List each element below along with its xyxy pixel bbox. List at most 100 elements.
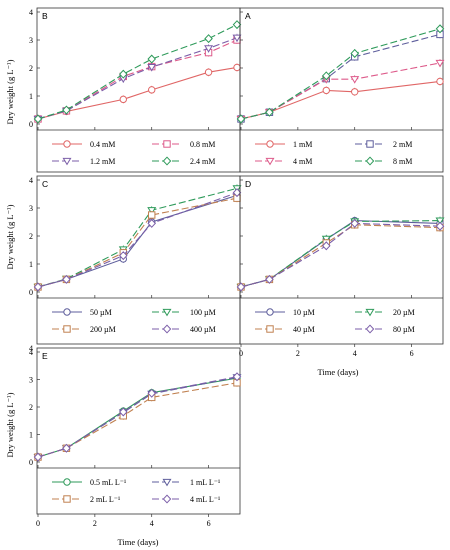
data-point-e-4-ml-l-4 — [232, 372, 242, 382]
legend-entry-d-10-m: 10 µM — [255, 308, 315, 317]
data-point-b-0-4-mm-5 — [233, 63, 241, 72]
legend-entry-e-1-ml-l: 1 mL L⁻¹ — [152, 478, 221, 487]
panel-c: C 0 1 2 3 4 50 µM 100 µM 200 µM 400 µM — [29, 175, 242, 345]
legend-label-e-0-5-ml-l: 0.5 mL L⁻¹ — [90, 478, 127, 487]
legend-entry-d-80-m: 80 µM — [355, 324, 415, 334]
legend-label-d-20-m: 20 µM — [393, 308, 415, 317]
legend-entry-e-4-ml-l: 4 mL L⁻¹ — [152, 494, 221, 504]
y-tick-label-e-3: 3 — [29, 376, 33, 385]
legend-marker-e-1-ml-l — [162, 478, 172, 487]
data-point-d-80-m-0 — [236, 282, 246, 292]
y-tick-label-b-3: 3 — [29, 36, 33, 45]
x-tick-label-e-0: 0 — [36, 519, 40, 528]
data-point-b-0-4-mm-4 — [204, 68, 213, 76]
data-point-a-1-mm-2 — [322, 86, 330, 95]
x-tick-label-d-6: 6 — [410, 349, 414, 358]
panel-frame-d — [239, 175, 444, 345]
legend-entry-b-0-4-mm: 0.4 mM — [52, 140, 115, 149]
data-point-e-4-ml-l-2 — [118, 407, 128, 417]
series-d-80-m — [236, 218, 445, 292]
legend-marker-d-80-m — [365, 324, 375, 334]
data-point-b-0-4-mm-2 — [119, 95, 127, 104]
data-point-b-1-2-mm-5 — [232, 34, 242, 43]
legend-label-e-4-ml-l: 4 mL L⁻¹ — [190, 495, 221, 504]
data-point-c-400-m-2 — [118, 251, 128, 261]
legend-marker-c-200-m — [63, 325, 71, 333]
data-point-a-1-mm-4 — [436, 77, 444, 86]
data-point-a-1-mm-3 — [351, 88, 359, 96]
series-line-c-50-m — [37, 194, 238, 288]
data-point-b-2-4-mm-1 — [62, 105, 71, 115]
legend-marker-c-50-m — [63, 308, 71, 316]
legend-label-c-50-m: 50 µM — [90, 308, 112, 317]
series-b-2-4-mm — [33, 20, 242, 124]
legend-label-b-0-8-mm: 0.8 mM — [190, 140, 215, 149]
legend-label-b-1-2-mm: 1.2 mM — [90, 157, 115, 166]
y-tick-label-c-legend-4: 4 — [29, 344, 33, 353]
data-point-b-2-4-mm-2 — [118, 69, 128, 79]
legend-entry-b-1-2-mm: 1.2 mM — [52, 157, 115, 166]
legend-marker-c-400-m — [162, 324, 172, 334]
panel-frame-e — [36, 347, 241, 515]
legend-entry-c-100-m: 100 µM — [152, 308, 216, 317]
y-tick-label-b-4: 4 — [29, 8, 33, 17]
series-c-50-m — [34, 191, 241, 291]
panel-a: A 1 mM 2 mM 4 mM 8 mM — [236, 7, 445, 173]
data-point-b-1-2-mm-3 — [147, 64, 157, 72]
legend-entry-c-400-m: 400 µM — [152, 324, 216, 334]
legend-label-c-100-m: 100 µM — [190, 308, 216, 317]
data-point-a-8-mm-0 — [236, 114, 246, 124]
legend-entry-a-1-mm: 1 mM — [255, 140, 312, 149]
data-point-e-4-ml-l-0 — [33, 452, 43, 462]
legend-label-e-1-ml-l: 1 mL L⁻¹ — [190, 478, 221, 487]
y-tick-label-c-4: 4 — [29, 176, 33, 185]
series-line-e-4-ml-l — [37, 376, 238, 458]
legend-marker-d-40-m — [266, 325, 274, 333]
legend-label-d-10-m: 10 µM — [293, 308, 315, 317]
legend-label-a-2-mm: 2 mM — [393, 140, 412, 149]
legend-marker-b-2-4-mm — [162, 156, 172, 166]
series-line-a-8-mm — [240, 28, 441, 120]
y-tick-label-b-0: 0 — [29, 120, 33, 129]
data-point-c-400-m-3 — [147, 218, 157, 228]
panel-letter-c: C — [42, 179, 48, 189]
legend-marker-b-0-4-mm — [63, 140, 71, 148]
legend-label-d-40-m: 40 µM — [293, 325, 315, 334]
data-point-d-80-m-2 — [321, 241, 331, 251]
legend-entry-c-50-m: 50 µM — [52, 308, 112, 317]
data-point-a-4-mm-3 — [350, 76, 360, 84]
legend-marker-e-4-ml-l — [162, 494, 172, 504]
legend-entry-d-20-m: 20 µM — [355, 308, 415, 317]
data-point-b-1-2-mm-4 — [204, 45, 214, 53]
data-point-b-2-4-mm-4 — [204, 34, 213, 44]
legend-label-a-4-mm: 4 mM — [293, 157, 312, 166]
data-point-d-20-m-4 — [435, 217, 445, 225]
series-a-8-mm — [236, 24, 445, 124]
legend-entry-a-4-mm: 4 mM — [255, 157, 312, 166]
series-line-b-2-4-mm — [37, 24, 238, 120]
panel-e: E 0 1 2 3 4 0.5 mL L⁻¹ 1 mL L⁻¹ 2 mL L⁻¹ 4 mL L⁻¹ — [29, 347, 242, 515]
data-point-b-2-4-mm-3 — [147, 54, 157, 64]
data-point-e-4-ml-l-1 — [62, 443, 71, 453]
legend-label-d-80-m: 80 µM — [393, 325, 415, 334]
y-tick-label-c-0: 0 — [29, 288, 33, 297]
legend-label-b-2-4-mm: 2.4 mM — [190, 157, 215, 166]
data-point-a-8-mm-4 — [435, 24, 445, 34]
legend-label-a-1-mm: 1 mM — [293, 140, 312, 149]
legend-label-c-200-m: 200 µM — [90, 325, 116, 334]
x-tick-label-d-0: 0 — [239, 349, 243, 358]
data-point-c-400-m-4 — [232, 188, 242, 198]
legend-entry-a-2-mm: 2 mM — [355, 140, 412, 149]
data-point-c-100-m-3 — [147, 207, 157, 215]
legend-entry-b-0-8-mm: 0.8 mM — [152, 140, 215, 149]
data-point-a-8-mm-2 — [321, 71, 331, 81]
legend-label-c-400-m: 400 µM — [190, 325, 216, 334]
data-point-d-80-m-4 — [435, 221, 445, 231]
panel-frame-c — [36, 175, 241, 345]
legend-label-a-8-mm: 8 mM — [393, 157, 412, 166]
x-tick-label-d-2: 2 — [296, 349, 300, 358]
legend-entry-e-2-ml-l: 2 mL L⁻¹ — [52, 495, 121, 504]
series-a-2-mm — [237, 30, 444, 123]
legend-marker-a-2-mm — [366, 140, 374, 148]
panel-frame-a — [239, 7, 444, 173]
